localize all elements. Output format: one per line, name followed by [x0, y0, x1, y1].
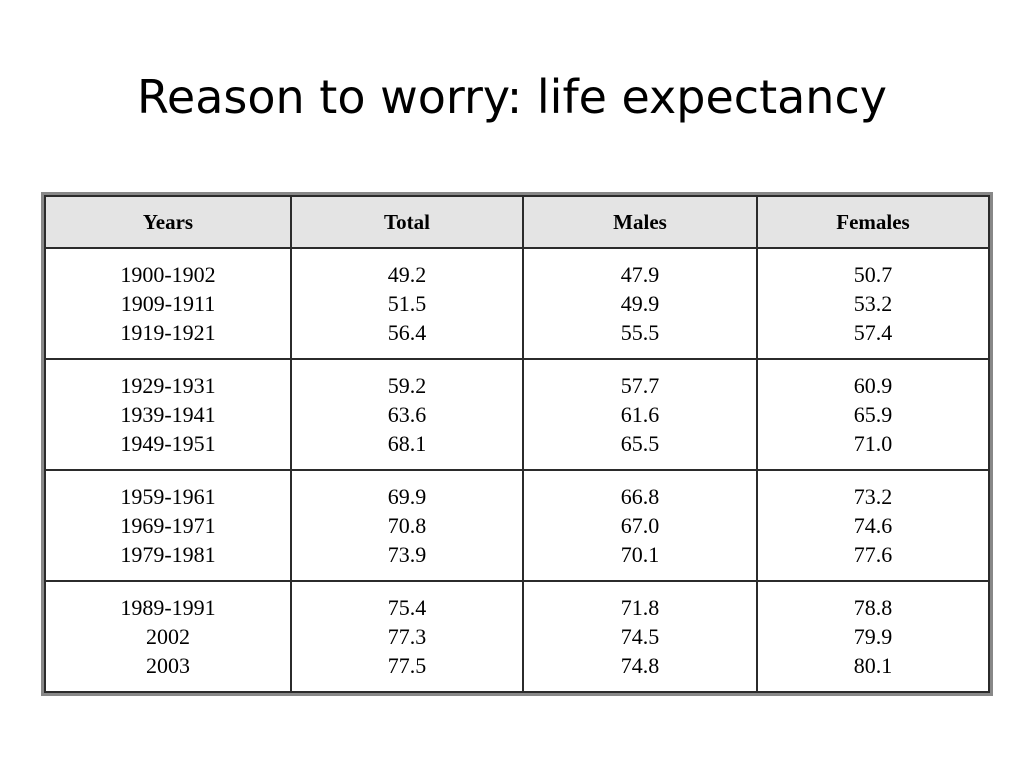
males-value: 74.8 — [620, 653, 660, 678]
header-years: Years — [44, 195, 292, 249]
females-cell: 60.9 65.9 71.0 — [756, 358, 990, 471]
males-value: 70.1 — [620, 542, 660, 567]
years-value: 2003 — [146, 653, 190, 678]
total-value: 63.6 — [387, 402, 427, 427]
males-value: 55.5 — [620, 320, 660, 345]
slide-title: Reason to worry: life expectancy — [137, 70, 887, 124]
table-group: 1959-1961 1969-1971 1979-1981 69.9 70.8 … — [44, 469, 990, 582]
females-value: 65.9 — [853, 402, 893, 427]
total-value: 49.2 — [387, 262, 427, 287]
total-cell: 75.4 77.3 77.5 — [290, 580, 524, 693]
males-cell: 66.8 67.0 70.1 — [522, 469, 758, 582]
life-expectancy-table: Years Total Males Females 1900-1902 1909… — [41, 192, 993, 696]
header-females: Females — [756, 195, 990, 249]
males-cell: 47.9 49.9 55.5 — [522, 247, 758, 360]
table-group: 1989-1991 2002 2003 75.4 77.3 77.5 71.8 … — [44, 580, 990, 693]
females-value: 77.6 — [853, 542, 893, 567]
total-value: 59.2 — [387, 373, 427, 398]
total-value: 73.9 — [387, 542, 427, 567]
years-value: 1909-1911 — [120, 291, 216, 316]
females-value: 60.9 — [853, 373, 893, 398]
years-value: 1959-1961 — [120, 484, 216, 509]
total-value: 68.1 — [387, 431, 427, 456]
total-value: 51.5 — [387, 291, 427, 316]
years-cell: 1900-1902 1909-1911 1919-1921 — [44, 247, 292, 360]
table-group: 1900-1902 1909-1911 1919-1921 49.2 51.5 … — [44, 247, 990, 360]
males-value: 49.9 — [620, 291, 660, 316]
years-value: 2002 — [146, 624, 190, 649]
total-cell: 49.2 51.5 56.4 — [290, 247, 524, 360]
females-value: 74.6 — [853, 513, 893, 538]
females-value: 50.7 — [853, 262, 893, 287]
total-value: 77.3 — [387, 624, 427, 649]
total-cell: 59.2 63.6 68.1 — [290, 358, 524, 471]
males-value: 57.7 — [620, 373, 660, 398]
males-value: 71.8 — [620, 595, 660, 620]
males-value: 74.5 — [620, 624, 660, 649]
table-header-row: Years Total Males Females — [44, 195, 990, 249]
total-value: 75.4 — [387, 595, 427, 620]
header-total: Total — [290, 195, 524, 249]
years-value: 1900-1902 — [120, 262, 216, 287]
males-value: 67.0 — [620, 513, 660, 538]
years-value: 1939-1941 — [120, 402, 216, 427]
males-cell: 71.8 74.5 74.8 — [522, 580, 758, 693]
table-body: 1900-1902 1909-1911 1919-1921 49.2 51.5 … — [44, 247, 990, 693]
years-value: 1979-1981 — [120, 542, 216, 567]
females-cell: 50.7 53.2 57.4 — [756, 247, 990, 360]
females-value: 53.2 — [853, 291, 893, 316]
males-value: 47.9 — [620, 262, 660, 287]
females-value: 79.9 — [853, 624, 893, 649]
years-value: 1989-1991 — [120, 595, 216, 620]
total-value: 70.8 — [387, 513, 427, 538]
males-cell: 57.7 61.6 65.5 — [522, 358, 758, 471]
females-cell: 73.2 74.6 77.6 — [756, 469, 990, 582]
table-container: Years Total Males Females 1900-1902 1909… — [41, 192, 993, 696]
males-value: 66.8 — [620, 484, 660, 509]
years-value: 1949-1951 — [120, 431, 216, 456]
total-value: 69.9 — [387, 484, 427, 509]
females-value: 78.8 — [853, 595, 893, 620]
years-value: 1919-1921 — [120, 320, 216, 345]
years-value: 1929-1931 — [120, 373, 216, 398]
header-males: Males — [522, 195, 758, 249]
table-group: 1929-1931 1939-1941 1949-1951 59.2 63.6 … — [44, 358, 990, 471]
males-value: 65.5 — [620, 431, 660, 456]
females-value: 73.2 — [853, 484, 893, 509]
males-value: 61.6 — [620, 402, 660, 427]
years-cell: 1929-1931 1939-1941 1949-1951 — [44, 358, 292, 471]
females-value: 57.4 — [853, 320, 893, 345]
females-cell: 78.8 79.9 80.1 — [756, 580, 990, 693]
years-value: 1969-1971 — [120, 513, 216, 538]
years-cell: 1959-1961 1969-1971 1979-1981 — [44, 469, 292, 582]
females-value: 80.1 — [853, 653, 893, 678]
years-cell: 1989-1991 2002 2003 — [44, 580, 292, 693]
total-value: 77.5 — [387, 653, 427, 678]
total-cell: 69.9 70.8 73.9 — [290, 469, 524, 582]
total-value: 56.4 — [387, 320, 427, 345]
females-value: 71.0 — [853, 431, 893, 456]
